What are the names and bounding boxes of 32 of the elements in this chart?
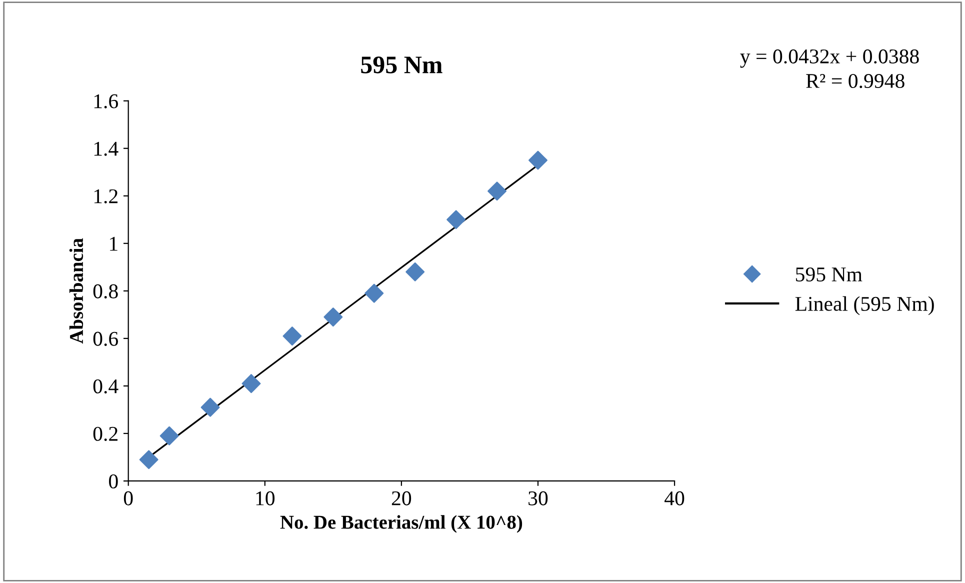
y-tick-label: 1.6: [94, 94, 118, 108]
y-tick-label: 0.8: [93, 284, 118, 298]
point: [160, 426, 179, 446]
chart-title: 595 Nm: [361, 56, 442, 74]
y-tick-label: 0.4: [93, 379, 118, 394]
y-axis-title: Absorbancia: [69, 238, 84, 344]
point: [528, 150, 548, 170]
x-tick-label: 40: [664, 491, 684, 506]
y-tick-label: 0.6: [93, 332, 118, 346]
y-tick-label: 1.2: [94, 189, 118, 204]
y-tick-label: 0: [109, 474, 118, 488]
legend-label: 595 Nm: [796, 267, 862, 282]
x-tick-label: 30: [528, 491, 548, 506]
x-axis-title: No. De Bacterias/ml (X 10^8): [280, 515, 522, 533]
point: [364, 284, 384, 303]
x-tick-label: 0: [124, 491, 133, 506]
legend-label: Lineal (595 Nm): [795, 296, 934, 316]
x-tick-label: 20: [392, 491, 412, 506]
y-tick-label: 1.4: [94, 142, 118, 156]
x-tick-label: 10: [256, 491, 275, 506]
point: [282, 326, 302, 346]
point: [446, 210, 466, 230]
y-tick-label: 0.2: [93, 426, 118, 441]
y-tick-label: 1: [110, 236, 118, 251]
text: y = 0.0432x + 0.0388: [740, 49, 919, 68]
point: [200, 398, 220, 417]
point: [488, 182, 507, 201]
text: R² = 0.9948: [806, 74, 904, 88]
point: [139, 450, 158, 470]
point: [242, 374, 261, 394]
point: [324, 308, 343, 327]
point: [406, 262, 425, 282]
